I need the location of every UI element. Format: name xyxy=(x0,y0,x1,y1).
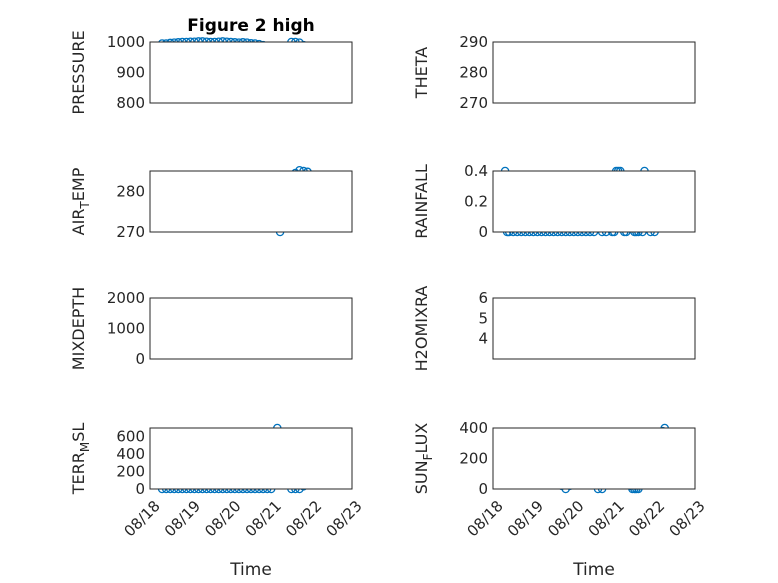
x-axis-label-left: Time xyxy=(229,560,272,580)
x-tick-label: 08/18 xyxy=(120,497,163,540)
axis-frame xyxy=(492,427,696,490)
subplot-rainfall: 0 0.2 0.4 RAINFALL xyxy=(412,162,696,241)
axis-frame xyxy=(149,427,353,490)
y-tick-label: 270 xyxy=(116,223,145,241)
subplot-theta: 270 280 290 THETA xyxy=(412,33,696,112)
subplot-pressure: 800 900 1000 PRESSURE xyxy=(69,30,353,115)
y-tick-label: 0 xyxy=(135,480,145,498)
y-axis-label-pressure: PRESSURE xyxy=(69,30,88,114)
y-tick-label: 0 xyxy=(478,223,488,241)
y-axis-label-theta: THETA xyxy=(412,47,431,99)
y-tick-label: 0 xyxy=(478,480,488,498)
x-tick-label: 08/19 xyxy=(161,497,204,540)
x-tick-label: 08/21 xyxy=(585,497,628,540)
x-tick-label: 08/20 xyxy=(544,497,587,540)
x-tick-label: 08/18 xyxy=(463,497,506,540)
y-axis-label-air-temp: AIRTEMP xyxy=(69,167,92,235)
y-tick-label: 1000 xyxy=(107,320,145,338)
y-tick-label: 290 xyxy=(459,33,488,51)
x-tick-label: 08/19 xyxy=(504,497,547,540)
y-tick-label: 600 xyxy=(116,428,145,446)
y-tick-label: 2000 xyxy=(107,289,145,307)
subplot-h2omixra: 4 5 6 H2OMIXRA xyxy=(412,286,696,372)
subplot-mixdepth: 0 1000 2000 MIXDEPTH xyxy=(69,287,353,370)
y-tick-label: 200 xyxy=(116,463,145,481)
x-tick-label: 08/23 xyxy=(665,497,708,540)
y-tick-label: 270 xyxy=(459,94,488,112)
y-tick-label: 900 xyxy=(116,64,145,82)
y-tick-label: 0 xyxy=(135,350,145,368)
y-tick-label: 5 xyxy=(478,309,488,327)
axis-frame xyxy=(492,170,696,233)
y-axis-label-terr-msl: TERRMSL xyxy=(69,423,92,496)
y-tick-label: 200 xyxy=(459,450,488,468)
x-tick-label: 08/20 xyxy=(201,497,244,540)
y-tick-label: 280 xyxy=(459,64,488,82)
axis-frame xyxy=(149,41,353,104)
x-tick-label: 08/22 xyxy=(282,497,325,540)
y-axis-label-h2omixra: H2OMIXRA xyxy=(412,286,431,372)
x-tick-label: 08/22 xyxy=(625,497,668,540)
y-tick-label: 400 xyxy=(116,445,145,463)
axis-frame xyxy=(149,297,353,360)
figure-title: Figure 2 high xyxy=(187,16,315,36)
y-tick-label: 1000 xyxy=(107,33,145,51)
y-tick-label: 800 xyxy=(116,94,145,112)
x-tick-label: 08/23 xyxy=(322,497,365,540)
y-tick-label: 4 xyxy=(478,330,488,348)
x-tick-label: 08/21 xyxy=(242,497,285,540)
y-tick-label: 280 xyxy=(116,182,145,200)
y-tick-label: 6 xyxy=(478,289,488,307)
axis-frame xyxy=(492,297,696,360)
y-tick-label: 400 xyxy=(459,419,488,437)
axis-frame xyxy=(149,170,353,233)
y-tick-label: 0.2 xyxy=(464,193,488,211)
y-axis-label-mixdepth: MIXDEPTH xyxy=(69,287,88,370)
y-tick-label: 0.4 xyxy=(464,162,488,180)
y-axis-label-rainfall: RAINFALL xyxy=(412,164,431,239)
subplot-grid: 800 900 1000 PRESSURE 270 280 290 THETA 270 280 AI… xyxy=(69,30,709,540)
y-axis-label-sun-flux: SUNFLUX xyxy=(412,423,435,495)
subplot-air-temp: 270 280 AIRTEMP xyxy=(69,165,353,241)
x-axis-label-right: Time xyxy=(572,560,615,580)
axis-frame xyxy=(492,41,696,104)
